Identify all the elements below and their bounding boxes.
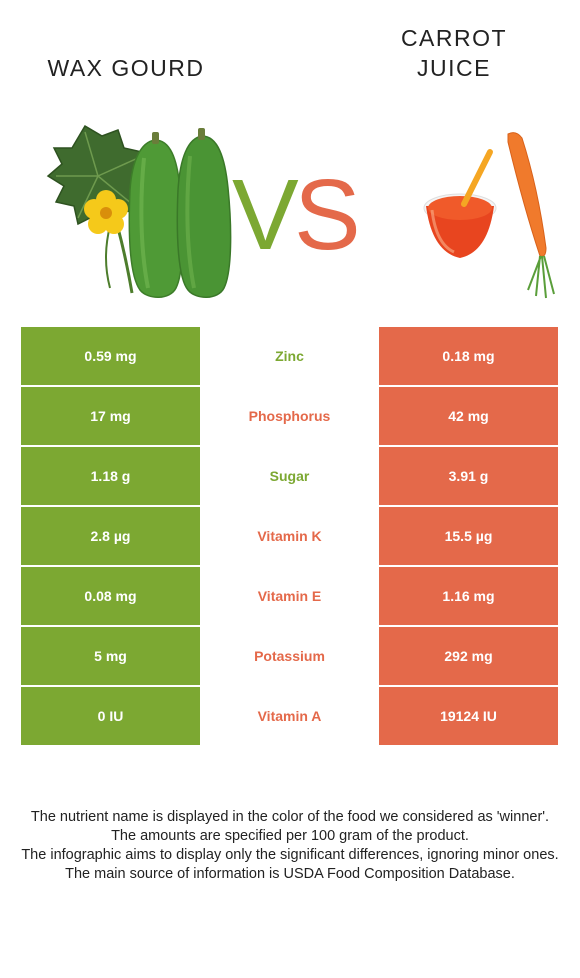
- right-food-amount: 292 mg: [379, 625, 558, 685]
- right-food-amount: 0.18 mg: [379, 327, 558, 385]
- right-food-name-line2: JUICE: [417, 55, 491, 81]
- right-food-name-line1: CARROT: [400, 25, 508, 51]
- left-food-title: WAX GOURD: [0, 53, 252, 83]
- carrot-juice-image: [423, 132, 555, 299]
- vs-v-letter: V: [232, 165, 299, 261]
- right-food-amount: 19124 IU: [379, 685, 558, 745]
- left-food-amount: 0 IU: [21, 685, 200, 745]
- footnote: The nutrient name is displayed in the co…: [20, 808, 560, 884]
- left-food-amount: 2.8 µg: [21, 505, 200, 565]
- comparison-row: 2.8 µg Vitamin K 15.5 µg: [21, 505, 558, 565]
- nutrient-name: Zinc: [200, 327, 379, 385]
- nutrient-name: Vitamin K: [200, 505, 379, 565]
- wax-gourd-image: [46, 124, 232, 298]
- comparison-row: 1.18 g Sugar 3.91 g: [21, 445, 558, 505]
- comparison-row: 0 IU Vitamin A 19124 IU: [21, 685, 558, 745]
- left-food-amount: 1.18 g: [21, 445, 200, 505]
- nutrient-name: Vitamin E: [200, 565, 379, 625]
- right-food-amount: 15.5 µg: [379, 505, 558, 565]
- left-food-amount: 5 mg: [21, 625, 200, 685]
- footnote-line-4: The main source of information is USDA F…: [65, 866, 515, 882]
- comparison-row: 17 mg Phosphorus 42 mg: [21, 385, 558, 445]
- left-food-name: WAX GOURD: [47, 55, 205, 81]
- footnote-line-1: The nutrient name is displayed in the co…: [30, 809, 550, 825]
- right-food-amount: 42 mg: [379, 385, 558, 445]
- nutrient-name: Sugar: [200, 445, 379, 505]
- left-food-amount: 17 mg: [21, 385, 200, 445]
- comparison-row: 5 mg Potassium 292 mg: [21, 625, 558, 685]
- comparison-row: 0.59 mg Zinc 0.18 mg: [21, 327, 558, 385]
- comparison-row: 0.08 mg Vitamin E 1.16 mg: [21, 565, 558, 625]
- footnote-line-2: The amounts are specified per 100 gram o…: [111, 828, 469, 844]
- left-food-amount: 0.08 mg: [21, 565, 200, 625]
- vs-s-letter: S: [294, 165, 358, 261]
- right-food-title: CARROT JUICE: [360, 23, 548, 83]
- footnote-line-3: The infographic aims to display only the…: [21, 847, 559, 863]
- right-food-amount: 3.91 g: [379, 445, 558, 505]
- vs-mark: V S: [232, 165, 358, 261]
- left-food-amount: 0.59 mg: [21, 327, 200, 385]
- nutrient-name: Potassium: [200, 625, 379, 685]
- right-food-amount: 1.16 mg: [379, 565, 558, 625]
- nutrient-name: Phosphorus: [200, 385, 379, 445]
- nutrient-name: Vitamin A: [200, 685, 379, 745]
- nutrient-comparison-table: 0.59 mg Zinc 0.18 mg 17 mg Phosphorus 42 mg 1.…: [21, 327, 558, 745]
